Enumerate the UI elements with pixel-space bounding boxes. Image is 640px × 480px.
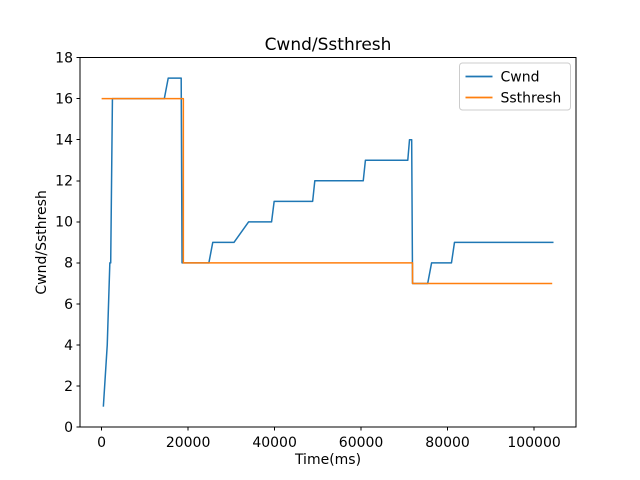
legend: Cwnd Ssthresh bbox=[459, 62, 571, 111]
x-tick-label: 0 bbox=[97, 435, 106, 451]
y-tick-label: 0 bbox=[64, 420, 73, 436]
y-axis-label: Cwnd/Ssthresh bbox=[34, 190, 50, 294]
x-axis-ticks: 0 20000 40000 60000 80000 100000 bbox=[97, 427, 561, 451]
x-tick-label: 60000 bbox=[339, 435, 384, 451]
y-axis-ticks: 0 2 4 6 8 10 12 14 16 18 bbox=[55, 50, 80, 436]
plot-frame bbox=[79, 57, 577, 428]
y-tick-label: 10 bbox=[55, 215, 73, 231]
x-tick-label: 20000 bbox=[166, 435, 211, 451]
x-tick-label: 40000 bbox=[252, 435, 297, 451]
y-tick-label: 12 bbox=[55, 174, 73, 190]
y-tick-label: 16 bbox=[55, 91, 73, 107]
y-tick-label: 14 bbox=[55, 133, 73, 149]
cwnd-line bbox=[102, 77, 554, 407]
y-tick-label: 18 bbox=[55, 50, 73, 66]
legend-label-cwnd: Cwnd bbox=[501, 69, 540, 85]
x-axis-label: Time(ms) bbox=[294, 452, 361, 468]
series-lines bbox=[101, 77, 554, 407]
y-tick-label: 4 bbox=[64, 338, 73, 354]
y-tick-label: 8 bbox=[64, 256, 73, 272]
y-tick-label: 6 bbox=[64, 297, 73, 313]
legend-label-ssthresh: Ssthresh bbox=[501, 90, 562, 106]
x-tick-label: 100000 bbox=[507, 435, 560, 451]
ssthresh-line bbox=[101, 97, 553, 285]
y-tick-label: 2 bbox=[64, 379, 73, 395]
x-tick-label: 80000 bbox=[425, 435, 470, 451]
chart-title: Cwnd/Ssthresh bbox=[265, 35, 392, 55]
